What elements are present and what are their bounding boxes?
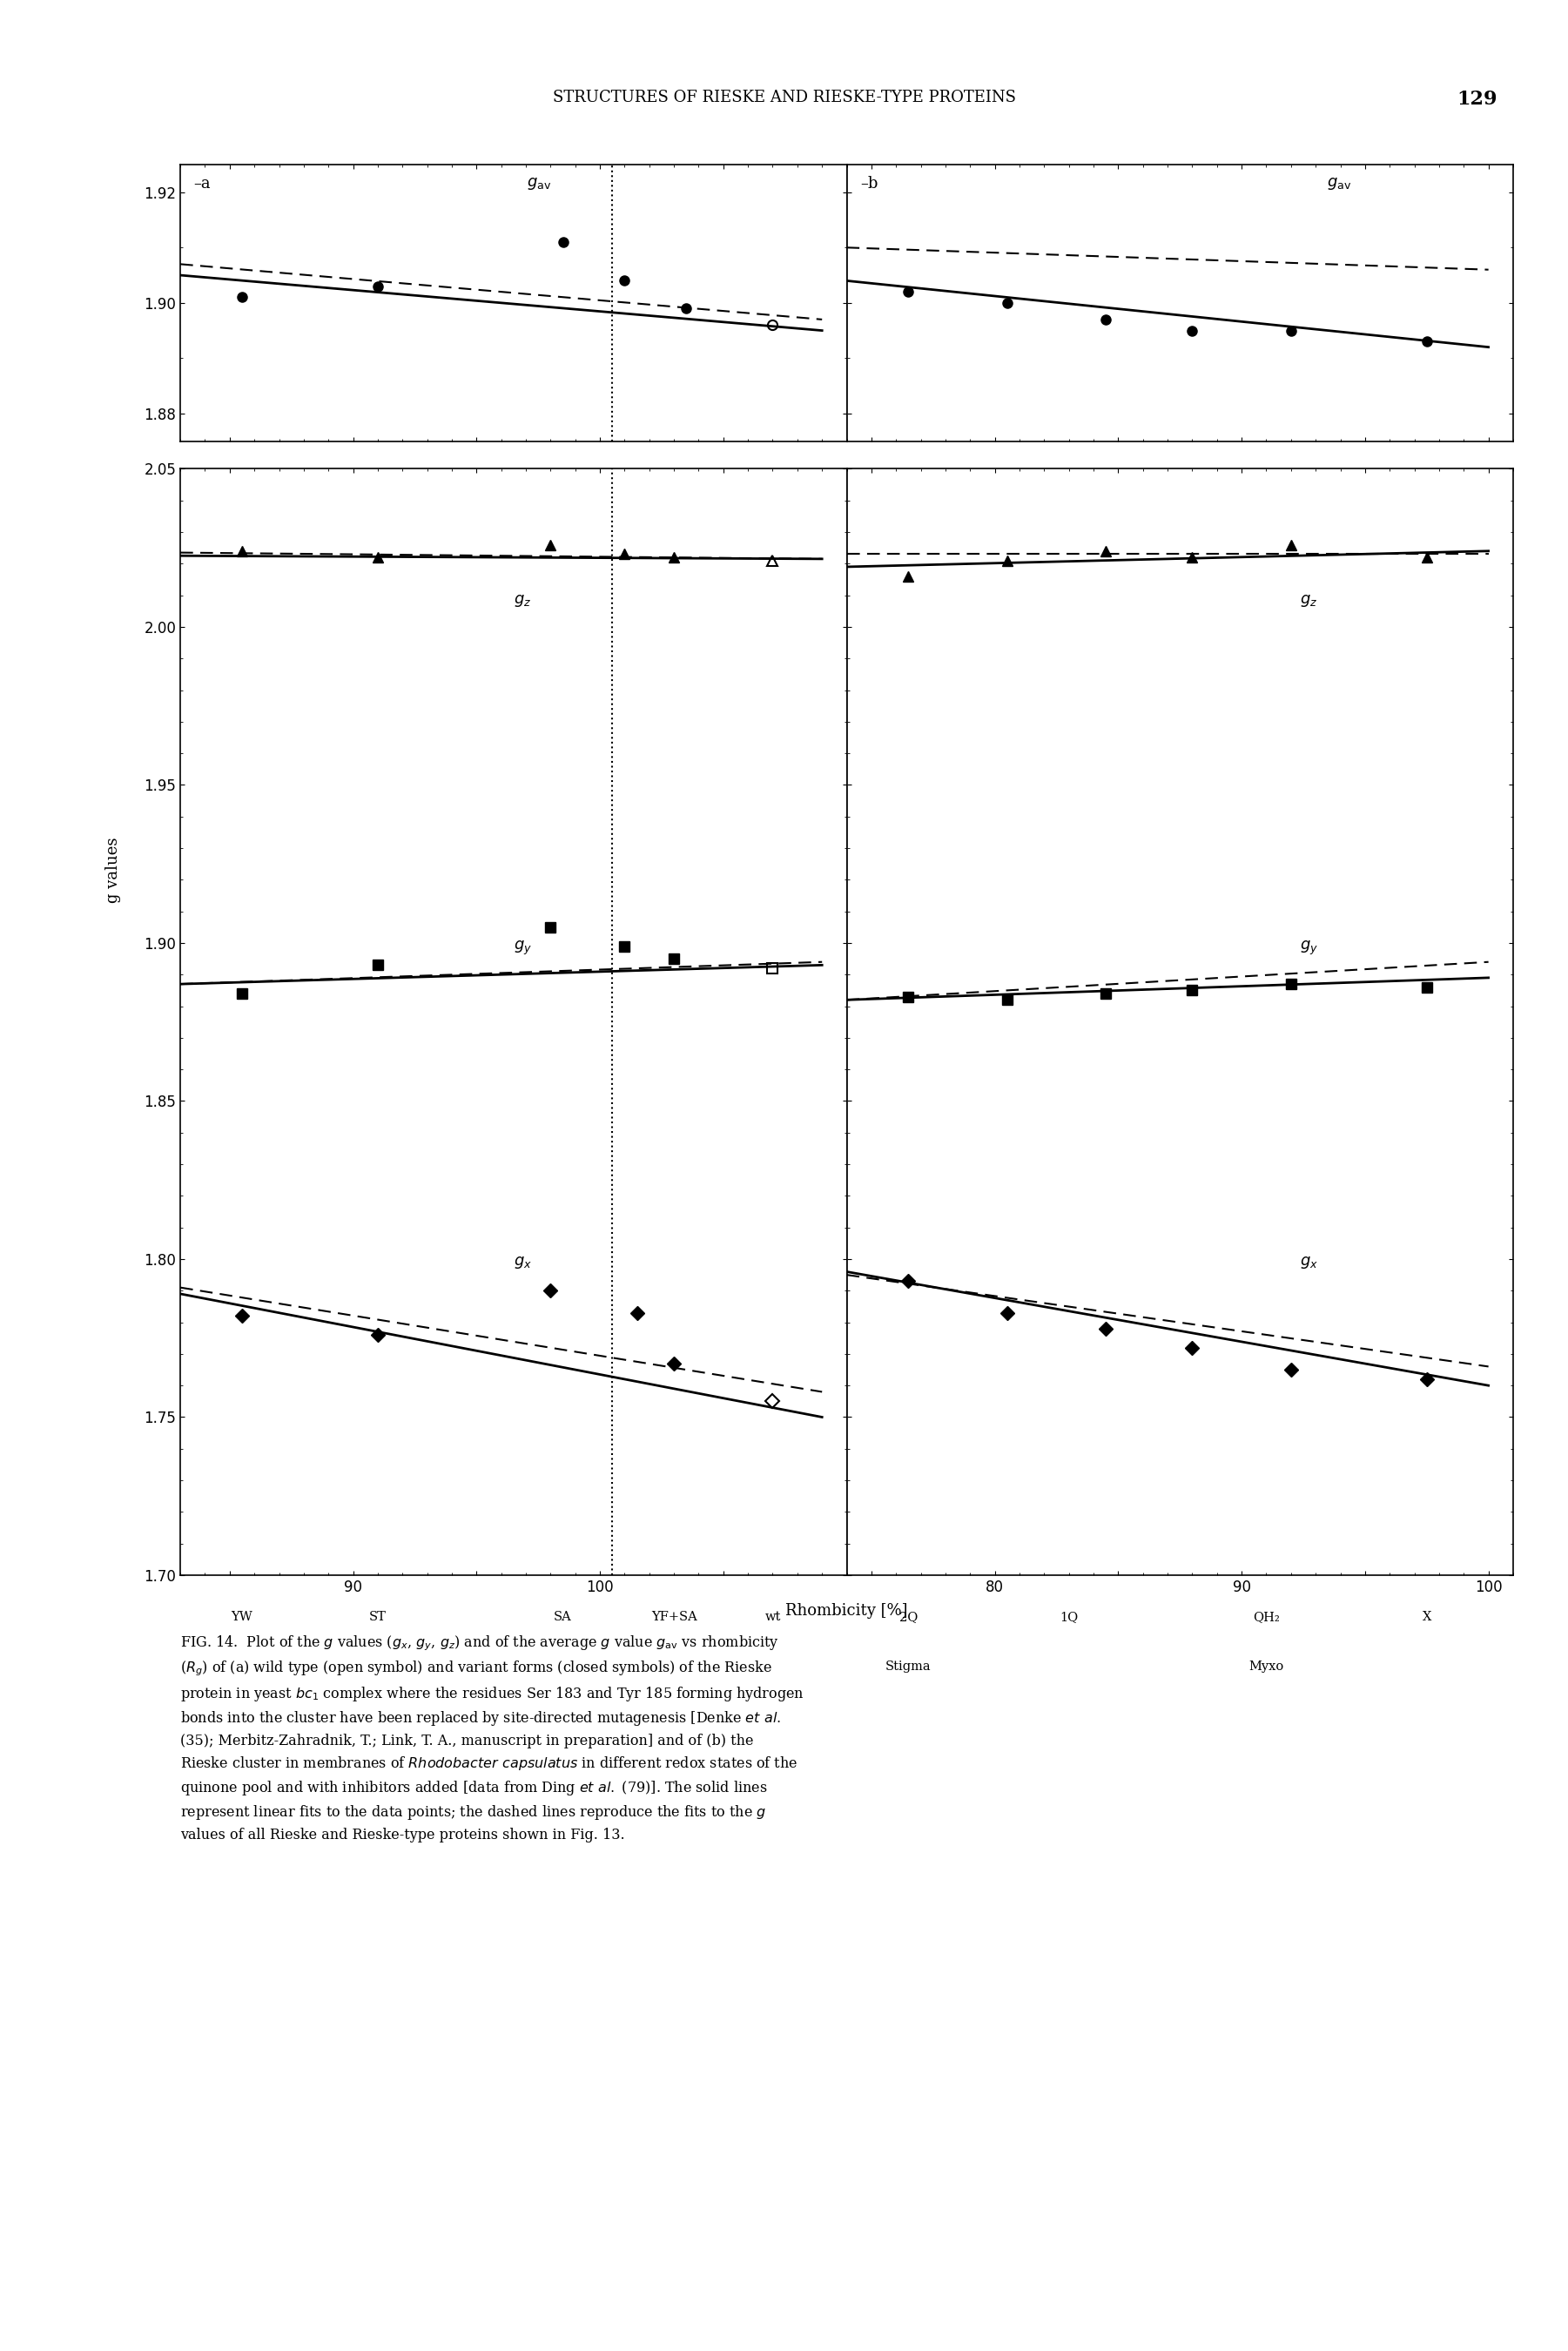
Text: QH₂: QH₂ — [1253, 1610, 1279, 1622]
Text: X: X — [1422, 1610, 1432, 1622]
Text: Myxo: Myxo — [1248, 1660, 1284, 1672]
Text: –a: –a — [194, 176, 210, 190]
Text: wt: wt — [765, 1610, 781, 1622]
Text: 2Q: 2Q — [898, 1610, 917, 1622]
Text: $g_y$: $g_y$ — [1300, 938, 1319, 957]
Text: SA: SA — [554, 1610, 572, 1622]
Text: Stigma: Stigma — [886, 1660, 931, 1672]
Text: $g_\mathrm{av}$: $g_\mathrm{av}$ — [1327, 176, 1352, 190]
Text: $g_x$: $g_x$ — [514, 1255, 532, 1270]
Text: $g_x$: $g_x$ — [1300, 1255, 1319, 1270]
Text: Rhombicity [%]: Rhombicity [%] — [786, 1603, 908, 1620]
Text: $g_z$: $g_z$ — [1300, 592, 1317, 609]
Text: STRUCTURES OF RIESKE AND RIESKE-TYPE PROTEINS: STRUCTURES OF RIESKE AND RIESKE-TYPE PRO… — [552, 89, 1016, 106]
Text: 129: 129 — [1457, 89, 1497, 108]
Text: ST: ST — [368, 1610, 386, 1622]
Text: YW: YW — [230, 1610, 252, 1622]
Text: 1Q: 1Q — [1060, 1610, 1079, 1622]
Text: $g_y$: $g_y$ — [514, 938, 532, 957]
Text: –b: –b — [859, 176, 878, 190]
Text: F$\mathregular{IG}$. 14.  Plot of the $g$ values ($g_x$, $g_y$, $g_z$) and of th: F$\mathregular{IG}$. 14. Plot of the $g$… — [180, 1634, 804, 1843]
Text: $g_\mathrm{av}$: $g_\mathrm{av}$ — [527, 176, 552, 190]
Text: YF+SA: YF+SA — [651, 1610, 696, 1622]
Text: g values: g values — [105, 837, 121, 903]
Text: $g_z$: $g_z$ — [514, 592, 532, 609]
